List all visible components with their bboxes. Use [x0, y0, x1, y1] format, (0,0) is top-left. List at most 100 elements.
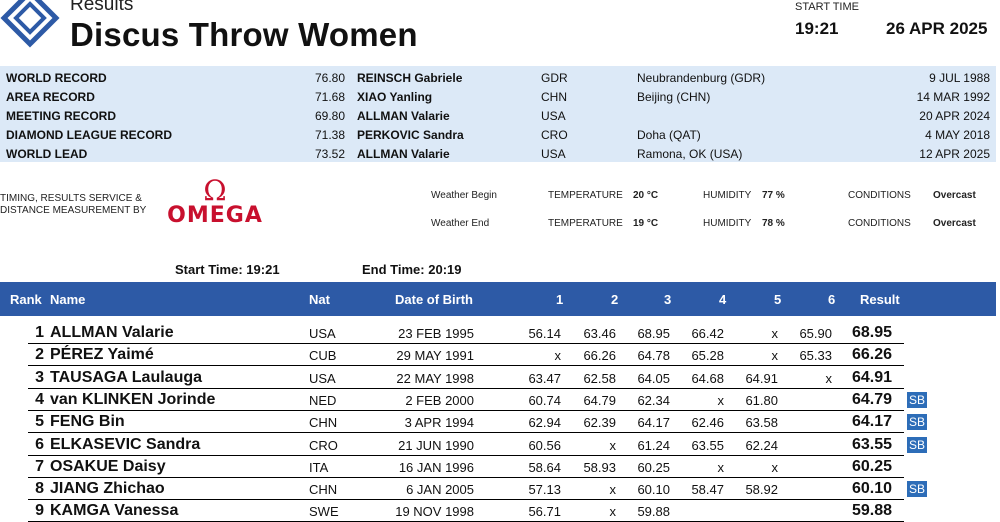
attempt-4-cell: 62.46: [691, 415, 724, 431]
page-title: Discus Throw Women: [70, 16, 418, 53]
dob-cell: 6 JAN 2005: [406, 482, 474, 498]
timing-credit: TIMING, RESULTS SERVICE & DISTANCE MEASU…: [0, 193, 150, 217]
attempt-5-cell: x: [771, 459, 779, 475]
record-athlete: PERKOVIC Sandra: [357, 128, 464, 142]
result-cell: 63.55: [852, 435, 893, 453]
table-row: 5 FENG Bin CHN 3 APR 1994 62.94 62.39 64.17 62.…: [0, 411, 996, 434]
omega-logo: Ω OMEGA: [165, 174, 265, 230]
diamond-league-logo-icon: [0, 0, 60, 48]
attempt-1-cell: 56.71: [528, 504, 561, 520]
attempt-2-cell: 58.93: [583, 459, 616, 475]
col-attempt-1: 1: [556, 292, 564, 307]
dob-cell: 16 JAN 1996: [398, 459, 474, 475]
season-best-badge: SB: [907, 436, 928, 453]
start-time-value: 19:21: [795, 19, 839, 38]
table-row: 3 TAUSAGA Laulauga USA 22 MAY 1998 63.47 62.5…: [0, 367, 996, 389]
attempt-5-cell: 64.91: [745, 370, 778, 386]
dob-cell: 23 FEB 1995: [398, 326, 474, 341]
attempt-1-cell: 63.47: [528, 370, 561, 386]
record-mark: 73.52: [314, 147, 345, 161]
nat-cell: USA: [309, 370, 336, 386]
weather-begin-conditions-label: CONDITIONS: [848, 190, 911, 201]
record-type: WORLD RECORD: [6, 71, 107, 85]
attempt-3-cell: 64.78: [637, 348, 670, 364]
weather-end-conditions-label: CONDITIONS: [848, 218, 911, 229]
table-row: 7 OSAKUE Daisy ITA 16 JAN 1996 58.64 58.93 60.…: [0, 456, 996, 478]
attempt-4-cell: 63.55: [691, 437, 724, 453]
attempt-2-cell: x: [609, 437, 617, 453]
rank-cell: 4: [35, 390, 44, 408]
attempt-1-cell: x: [554, 348, 562, 364]
athlete-name: FENG Bin: [50, 413, 125, 431]
athlete-name: ELKASEVIC Sandra: [50, 435, 201, 453]
nat-cell: CRO: [309, 437, 338, 453]
weather-begin-humidity-label: HUMIDITY: [703, 190, 752, 201]
attempt-1-cell: 62.94: [528, 415, 561, 431]
attempt-6-cell: 65.90: [799, 326, 832, 341]
page-subtitle: Results: [70, 0, 134, 15]
attempt-3-cell: 59.88: [637, 504, 670, 520]
record-row: WORLD RECORD 76.80 REINSCH Gabriele GDR Neub…: [0, 69, 996, 88]
omega-symbol-icon: Ω: [203, 174, 227, 207]
dob-cell: 21 JUN 1990: [398, 437, 474, 453]
record-type: MEETING RECORD: [6, 109, 117, 123]
table-row: 1 ALLMAN Valarie USA 23 FEB 1995 56.14 63.46 6…: [0, 322, 996, 344]
timing-credit-line1: TIMING, RESULTS SERVICE &: [0, 193, 142, 204]
weather-end-temp-label: TEMPERATURE: [548, 218, 623, 229]
season-best-badge: SB: [907, 391, 928, 408]
attempt-4-cell: 64.68: [691, 370, 724, 386]
attempt-1-cell: 60.56: [528, 437, 561, 453]
record-date: 14 MAR 1992: [916, 90, 990, 104]
result-cell: 66.26: [852, 346, 893, 364]
weather-end-temp: 19 °C: [633, 218, 659, 229]
attempt-1-cell: 57.13: [528, 482, 561, 498]
dob-cell: 2 FEB 2000: [405, 392, 474, 408]
row-divider: [28, 409, 904, 411]
record-venue: Doha (QAT): [637, 128, 701, 142]
attempt-4-cell: 58.47: [691, 482, 724, 498]
athlete-name: van KLINKEN Jorinde: [50, 390, 216, 408]
record-type: DIAMOND LEAGUE RECORD: [6, 128, 173, 142]
season-best-badge: SB: [907, 414, 928, 431]
nat-cell: CHN: [309, 482, 338, 498]
row-divider: [28, 476, 904, 478]
attempt-2-cell: 66.26: [583, 348, 616, 364]
record-mark: 71.38: [314, 128, 345, 142]
col-name: Name: [50, 292, 86, 307]
nat-cell: NED: [309, 392, 337, 408]
record-mark: 69.80: [314, 109, 345, 123]
record-row: WORLD LEAD 73.52 ALLMAN Valarie USA Ramona, …: [0, 145, 996, 164]
col-nat: Nat: [309, 292, 330, 307]
col-rank: Rank: [10, 292, 42, 307]
end-time-caption: End Time:: [362, 262, 425, 277]
record-date: 9 JUL 1988: [929, 71, 990, 85]
athlete-name: TAUSAGA Laulauga: [50, 368, 203, 386]
table-row: 2 PÉREZ Yaimé CUB 29 MAY 1991 x 66.26 64.78 65.…: [0, 344, 996, 367]
table-row: 6 ELKASEVIC Sandra CRO 21 JUN 1990 60.56 x 61.…: [0, 434, 996, 456]
col-dob: Date of Birth: [395, 292, 473, 307]
attempt-4-cell: x: [717, 459, 725, 475]
attempt-3-cell: 60.10: [637, 482, 670, 498]
weather-begin-temp: 20 °C: [633, 190, 659, 201]
athlete-name: PÉREZ Yaimé: [50, 346, 154, 364]
rank-cell: 8: [35, 480, 44, 498]
attempt-2-cell: x: [609, 482, 617, 498]
rank-cell: 3: [35, 368, 44, 386]
dob-cell: 3 APR 1994: [404, 415, 474, 431]
attempt-6-cell: x: [825, 370, 833, 386]
table-row: 4 van KLINKEN Jorinde NED 2 FEB 2000 60.74 64…: [0, 389, 996, 411]
attempt-5-cell: 61.80: [745, 392, 778, 408]
attempt-2-cell: x: [609, 504, 617, 520]
attempt-1-cell: 58.64: [528, 459, 561, 475]
record-venue: Neubrandenburg (GDR): [637, 71, 766, 85]
record-row: MEETING RECORD 69.80 ALLMAN Valarie USA 20 A…: [0, 107, 996, 126]
row-divider: [28, 343, 904, 344]
attempt-5-cell: 63.58: [745, 415, 778, 431]
results-table-header: Rank Name Nat Date of Birth 1 2 3 4 5 6 …: [0, 282, 996, 316]
athlete-name: OSAKUE Daisy: [50, 457, 166, 475]
attempt-1-cell: 60.74: [528, 392, 561, 408]
start-time-label: START TIME: [795, 1, 859, 13]
timing-credit-line2: DISTANCE MEASUREMENT BY: [0, 205, 147, 216]
nat-cell: CHN: [309, 415, 338, 431]
col-attempt-3: 3: [664, 292, 672, 307]
